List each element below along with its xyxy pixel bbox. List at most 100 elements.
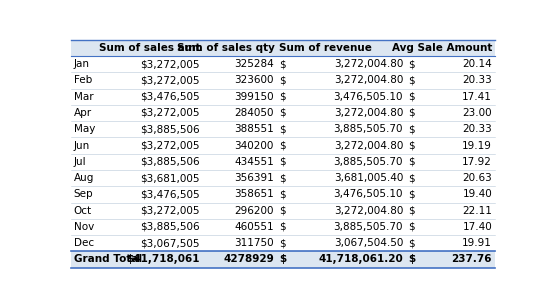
Text: Apr: Apr: [74, 108, 92, 118]
Text: 323600: 323600: [235, 76, 274, 85]
Text: 434551: 434551: [234, 157, 274, 167]
Text: 17.92: 17.92: [462, 157, 492, 167]
Bar: [71, 251, 495, 268]
Text: 4278929: 4278929: [223, 255, 274, 265]
Text: Sum of sales qty: Sum of sales qty: [177, 43, 274, 53]
Text: 284050: 284050: [235, 108, 274, 118]
Bar: [71, 121, 495, 137]
Text: 3,272,004.80: 3,272,004.80: [334, 108, 403, 118]
Text: 3,067,504.50: 3,067,504.50: [334, 238, 403, 248]
Text: $: $: [408, 124, 415, 134]
Text: $: $: [408, 108, 415, 118]
Text: 20.33: 20.33: [463, 124, 492, 134]
Text: 20.14: 20.14: [463, 59, 492, 69]
Text: 20.63: 20.63: [463, 173, 492, 183]
Text: 3,476,505.10: 3,476,505.10: [333, 189, 403, 199]
Text: 3,272,004.80: 3,272,004.80: [334, 59, 403, 69]
Text: $3,272,005: $3,272,005: [140, 140, 200, 150]
Bar: [71, 219, 495, 235]
Text: 325284: 325284: [234, 59, 274, 69]
Text: 17.40: 17.40: [463, 222, 492, 232]
Text: $: $: [279, 157, 286, 167]
Text: Nov: Nov: [74, 222, 94, 232]
Bar: [71, 154, 495, 170]
Text: $: $: [408, 76, 415, 85]
Bar: [71, 105, 495, 121]
Text: Jan: Jan: [74, 59, 90, 69]
Text: $3,885,506: $3,885,506: [140, 222, 200, 232]
Text: $: $: [408, 238, 415, 248]
Text: 3,885,505.70: 3,885,505.70: [333, 157, 403, 167]
Text: $: $: [408, 92, 415, 102]
Bar: [71, 186, 495, 203]
Text: 237.76: 237.76: [452, 255, 492, 265]
Text: $3,272,005: $3,272,005: [140, 59, 200, 69]
Text: Mar: Mar: [74, 92, 93, 102]
Text: $: $: [279, 206, 286, 216]
Text: Dec: Dec: [74, 238, 94, 248]
Text: Jun: Jun: [74, 140, 90, 150]
Text: $: $: [408, 255, 416, 265]
Text: 388551: 388551: [234, 124, 274, 134]
Text: Sum of revenue: Sum of revenue: [279, 43, 372, 53]
Text: 3,885,505.70: 3,885,505.70: [333, 124, 403, 134]
Text: May: May: [74, 124, 95, 134]
Text: 3,272,004.80: 3,272,004.80: [334, 206, 403, 216]
Text: $: $: [279, 124, 286, 134]
Text: $3,885,506: $3,885,506: [140, 157, 200, 167]
Text: $3,476,505: $3,476,505: [140, 92, 200, 102]
Text: 23.00: 23.00: [463, 108, 492, 118]
Text: $3,272,005: $3,272,005: [140, 108, 200, 118]
Text: 22.11: 22.11: [462, 206, 492, 216]
Text: $41,718,061: $41,718,061: [126, 255, 200, 265]
Text: $3,476,505: $3,476,505: [140, 189, 200, 199]
Text: 3,681,005.40: 3,681,005.40: [334, 173, 403, 183]
Text: $: $: [408, 206, 415, 216]
Bar: [71, 170, 495, 186]
Text: Jul: Jul: [74, 157, 86, 167]
Text: 19.40: 19.40: [463, 189, 492, 199]
Text: Grand Total: Grand Total: [74, 255, 142, 265]
Bar: [71, 56, 495, 72]
Text: $3,067,505: $3,067,505: [140, 238, 200, 248]
Text: $3,272,005: $3,272,005: [140, 76, 200, 85]
Text: 41,718,061.20: 41,718,061.20: [319, 255, 403, 265]
Text: 460551: 460551: [235, 222, 274, 232]
Text: 19.91: 19.91: [462, 238, 492, 248]
Text: 20.33: 20.33: [463, 76, 492, 85]
Text: $: $: [279, 108, 286, 118]
Text: $: $: [408, 59, 415, 69]
Text: Aug: Aug: [74, 173, 94, 183]
Text: 358651: 358651: [234, 189, 274, 199]
Text: $: $: [408, 189, 415, 199]
Text: $3,885,506: $3,885,506: [140, 124, 200, 134]
Text: 3,885,505.70: 3,885,505.70: [333, 222, 403, 232]
Text: 399150: 399150: [235, 92, 274, 102]
Text: 3,476,505.10: 3,476,505.10: [333, 92, 403, 102]
Text: $: $: [279, 59, 286, 69]
Bar: [71, 137, 495, 154]
Bar: [71, 203, 495, 219]
Text: $: $: [408, 222, 415, 232]
Text: 19.19: 19.19: [462, 140, 492, 150]
Text: 356391: 356391: [234, 173, 274, 183]
Text: Avg Sale Amount: Avg Sale Amount: [392, 43, 492, 53]
Text: $: $: [279, 173, 286, 183]
Text: $: $: [279, 76, 286, 85]
Bar: [71, 88, 495, 105]
Text: 17.41: 17.41: [462, 92, 492, 102]
Text: 311750: 311750: [235, 238, 274, 248]
Text: $3,272,005: $3,272,005: [140, 206, 200, 216]
Text: Oct: Oct: [74, 206, 92, 216]
Text: $: $: [279, 92, 286, 102]
Text: $: $: [279, 189, 286, 199]
Text: $: $: [279, 140, 286, 150]
Text: $: $: [408, 173, 415, 183]
Text: Feb: Feb: [74, 76, 92, 85]
Text: Sep: Sep: [74, 189, 93, 199]
Text: $3,681,005: $3,681,005: [140, 173, 200, 183]
Text: $: $: [279, 222, 286, 232]
Text: $: $: [408, 157, 415, 167]
Text: 340200: 340200: [235, 140, 274, 150]
Text: $: $: [279, 238, 286, 248]
